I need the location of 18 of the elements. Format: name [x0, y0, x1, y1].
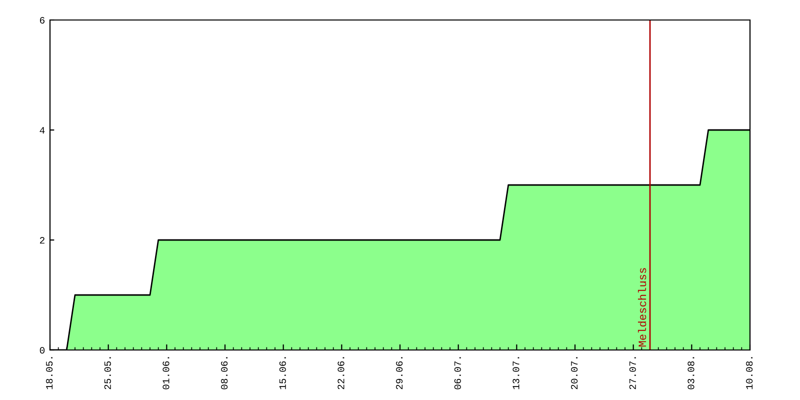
x-tick-label: 27.07. [629, 357, 636, 390]
x-tick-label: 13.07. [512, 357, 520, 390]
x-tick-label: 15.06. [279, 357, 286, 390]
x-tick-label: 01.06. [162, 357, 170, 390]
x-tick-label: 29.06. [396, 357, 403, 390]
y-tick-label: 6 [40, 17, 45, 24]
y-tick-label: 0 [40, 347, 45, 354]
x-tick-label: 20.07. [571, 357, 578, 390]
x-tick-label: 06.07. [454, 357, 461, 390]
x-tick-label: 22.06. [338, 357, 344, 390]
x-tick-label: 03.08. [688, 357, 694, 390]
ref-line-label: Meldeschluss [638, 268, 646, 347]
x-tick-label: 08.06. [221, 357, 228, 390]
x-tick-label: 25.05. [104, 357, 111, 390]
y-tick-label: 2 [40, 237, 44, 244]
x-tick-label: 18.05. [46, 357, 53, 390]
y-tick-label: 4 [40, 127, 45, 134]
x-tick-label: 10.08. [746, 357, 753, 390]
